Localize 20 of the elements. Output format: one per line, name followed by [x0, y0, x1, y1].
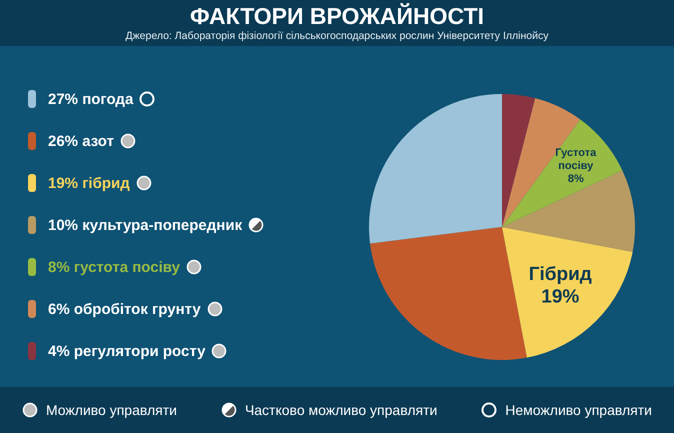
legend-label: 4% регулятори росту	[48, 342, 206, 360]
chart-title: ФАКТОРИ ВРОЖАЙНОСТІ	[188, 2, 486, 29]
data-label: Густота посіву 8%	[555, 146, 598, 186]
pie-slice	[370, 227, 527, 360]
text: Неможливо управляти	[505, 402, 652, 418]
chart-subtitle: Джерело: Лабораторія фізіології сільськогосподарських рослин Університету Іллінойсу	[124, 29, 550, 43]
pie-slice	[502, 227, 633, 358]
legend-label: 19% гібрид	[48, 174, 130, 192]
pie-slice	[502, 170, 635, 252]
legend-label: 10% культура-попередник	[48, 216, 242, 234]
legend-label: 27% погода	[48, 90, 134, 108]
text: Частково можливо управляти	[244, 402, 438, 418]
pie-slice	[369, 94, 502, 244]
text: Можливо управляти	[46, 402, 177, 418]
legend-label: 26% азот	[48, 132, 114, 150]
pie-slice	[502, 119, 622, 227]
legend-label: 6% обробіток грунту	[48, 300, 201, 318]
data-label: Гібрид 19%	[528, 263, 592, 308]
pie-slice	[502, 94, 536, 227]
legend-label: 8% густота посіву	[48, 258, 180, 276]
